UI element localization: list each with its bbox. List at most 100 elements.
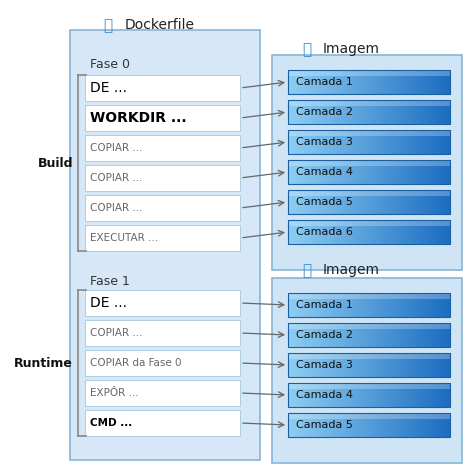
Bar (369, 383, 374, 407)
Bar (405, 70, 410, 94)
Bar (373, 383, 377, 407)
Bar (337, 130, 341, 154)
Bar (337, 190, 341, 214)
Bar (85, 410, 240, 436)
Bar (337, 220, 341, 244)
Bar (337, 70, 341, 94)
Bar (296, 160, 301, 184)
Bar (418, 220, 422, 244)
Bar (308, 353, 313, 377)
Bar (438, 100, 442, 124)
Bar (438, 323, 442, 347)
Bar (324, 413, 329, 437)
Bar (418, 190, 422, 214)
Bar (438, 70, 442, 94)
Bar (389, 100, 394, 124)
Bar (430, 190, 434, 214)
Bar (329, 100, 333, 124)
Text: Camada 1: Camada 1 (296, 300, 353, 310)
Bar (434, 323, 438, 347)
Bar (288, 353, 292, 377)
Bar (442, 383, 447, 407)
Bar (361, 293, 366, 317)
Bar (394, 130, 398, 154)
Bar (316, 383, 321, 407)
Bar (397, 130, 402, 154)
Bar (349, 383, 353, 407)
Text: COPIAR ...: COPIAR ... (90, 328, 142, 338)
Bar (312, 130, 317, 154)
Text: Camada 5: Camada 5 (296, 197, 353, 207)
Bar (324, 293, 329, 317)
Bar (381, 130, 385, 154)
Bar (288, 413, 450, 419)
Text: Runtime: Runtime (14, 357, 73, 369)
Bar (410, 383, 414, 407)
Bar (288, 220, 450, 226)
Bar (288, 323, 292, 347)
Bar (413, 190, 418, 214)
Bar (369, 323, 374, 347)
Bar (389, 160, 394, 184)
Bar (373, 353, 377, 377)
Bar (442, 353, 447, 377)
Bar (288, 100, 292, 124)
Bar (369, 70, 374, 94)
Bar (292, 70, 297, 94)
Bar (438, 220, 442, 244)
Text: Imagem: Imagem (323, 42, 380, 56)
Bar (288, 190, 450, 214)
Bar (288, 293, 292, 317)
Bar (316, 323, 321, 347)
Bar (333, 323, 337, 347)
Bar (300, 353, 305, 377)
Bar (426, 100, 430, 124)
Bar (430, 160, 434, 184)
Bar (405, 353, 410, 377)
Bar (320, 190, 325, 214)
Bar (316, 70, 321, 94)
Bar (333, 353, 337, 377)
Bar (410, 190, 414, 214)
Text: Camada 6: Camada 6 (296, 227, 353, 237)
Bar (357, 220, 361, 244)
Bar (381, 70, 385, 94)
Bar (410, 160, 414, 184)
Bar (385, 323, 390, 347)
Bar (413, 413, 418, 437)
Bar (324, 100, 329, 124)
Bar (413, 160, 418, 184)
Bar (272, 278, 462, 463)
Bar (300, 100, 305, 124)
Text: COPIAR ...: COPIAR ... (90, 143, 142, 153)
Bar (345, 130, 349, 154)
Bar (292, 220, 297, 244)
Bar (402, 353, 406, 377)
Bar (292, 323, 297, 347)
Bar (329, 130, 333, 154)
Bar (410, 130, 414, 154)
Bar (288, 353, 450, 377)
Bar (389, 323, 394, 347)
Bar (292, 190, 297, 214)
Bar (345, 70, 349, 94)
Bar (85, 105, 240, 131)
Bar (397, 383, 402, 407)
Bar (288, 383, 292, 407)
Bar (369, 130, 374, 154)
Bar (353, 70, 357, 94)
Bar (410, 70, 414, 94)
Bar (418, 353, 422, 377)
Bar (365, 130, 369, 154)
Bar (345, 353, 349, 377)
Text: COPIAR da Fase 0: COPIAR da Fase 0 (90, 358, 182, 368)
Bar (333, 293, 337, 317)
Bar (312, 220, 317, 244)
Bar (345, 220, 349, 244)
Bar (410, 413, 414, 437)
Bar (320, 70, 325, 94)
Bar (365, 220, 369, 244)
Bar (381, 293, 385, 317)
Bar (296, 323, 301, 347)
Bar (442, 70, 447, 94)
